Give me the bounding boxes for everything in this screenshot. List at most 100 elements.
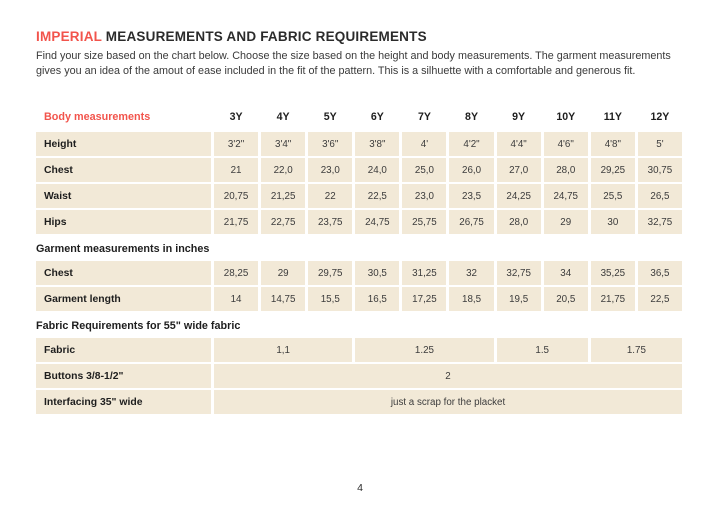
page-title-highlight: IMPERIAL [36, 29, 102, 44]
row-label: Chest [36, 158, 211, 182]
column-header-body-measurements: Body measurements [44, 111, 151, 123]
table-row: Garment length 14 14,75 15,5 16,5 17,25 18,5 19… [36, 287, 682, 311]
intro-line-1: Find your size based on the chart below.… [36, 50, 671, 62]
value-cell: 14 [214, 287, 259, 311]
table-row: Buttons 3/8-1/2" 2 [36, 364, 682, 388]
value-cell: 22,0 [261, 158, 306, 182]
value-cell: 3'6" [308, 132, 353, 156]
size-column-header: 9Y [512, 111, 526, 123]
value-cell: 15,5 [308, 287, 353, 311]
body-measurement-rows: Height 3'2" 3'4" 3'6" 3'8" 4' 4'2" 4'4" 4'6" 4'8"… [36, 132, 682, 234]
value-cell: 4'2" [449, 132, 494, 156]
table-row: Waist 20,75 21,25 22 22,5 23,0 23,5 24,25 24,75 2… [36, 184, 682, 208]
value-cell: 24,25 [496, 184, 541, 208]
value-cell: 20,5 [543, 287, 588, 311]
value-cell: 29,75 [308, 261, 353, 285]
value-cell: 23,0 [308, 158, 353, 182]
value-cell: 23,0 [402, 184, 447, 208]
value-cell: 25,5 [590, 184, 635, 208]
size-column-header: 11Y [603, 111, 622, 123]
value-cell: just a scrap for the placket [214, 390, 682, 414]
value-cell: 17,25 [402, 287, 447, 311]
value-cell: 22,5 [637, 287, 682, 311]
page-title-rest: MEASUREMENTS AND FABRIC REQUIREMENTS [101, 29, 427, 44]
value-cell: 22 [308, 184, 353, 208]
value-cell: 24,0 [355, 158, 400, 182]
value-cell: 35,25 [590, 261, 635, 285]
fabric-requirement-rows: Fabric 1,1 1.25 1.5 1.75 Buttons 3/8-1/2" 2 Int… [36, 338, 682, 414]
size-column-header: 7Y [417, 111, 431, 123]
value-cell: 21,75 [214, 210, 259, 234]
size-column-header: 4Y [276, 111, 290, 123]
size-column-header: 3Y [229, 111, 243, 123]
value-cell: 28,0 [543, 158, 588, 182]
value-cell: 31,25 [402, 261, 447, 285]
value-cell: 32,75 [496, 261, 541, 285]
value-cell: 30 [590, 210, 635, 234]
value-cell: 3'8" [355, 132, 400, 156]
value-cell: 1,1 [214, 338, 353, 362]
value-cell: 28,25 [214, 261, 259, 285]
value-cell: 24,75 [355, 210, 400, 234]
page-title: IMPERIAL MEASUREMENTS AND FABRIC REQUIRE… [36, 29, 684, 44]
value-cell: 32,75 [637, 210, 682, 234]
value-cell: 21,25 [261, 184, 306, 208]
value-cell: 1.5 [496, 338, 588, 362]
page-number: 4 [357, 482, 363, 494]
table-row: Chest 28,25 29 29,75 30,5 31,25 32 32,75 34 35,25… [36, 261, 682, 285]
section-title-fabric-requirements: Fabric Requirements for 55" wide fabric [36, 319, 241, 332]
value-cell: 36,5 [637, 261, 682, 285]
value-cell: 4' [402, 132, 447, 156]
value-cell: 29,25 [590, 158, 635, 182]
row-label: Height [36, 132, 211, 156]
table-header-row: Body measurements 3Y 4Y 5Y 6Y 7Y 8Y 9Y 10Y 11Y 12… [36, 106, 682, 128]
value-cell: 1.75 [590, 338, 682, 362]
row-label: Fabric [36, 338, 211, 362]
table-row: Interfacing 35" wide just a scrap for the… [36, 390, 682, 414]
value-cell: 4'6" [543, 132, 588, 156]
value-cell: 23,5 [449, 184, 494, 208]
row-label: Interfacing 35" wide [36, 390, 211, 414]
value-cell: 29 [261, 261, 306, 285]
page-content: IMPERIAL MEASUREMENTS AND FABRIC REQUIRE… [36, 29, 688, 414]
value-cell: 30,5 [355, 261, 400, 285]
row-label: Hips [36, 210, 211, 234]
value-cell: 30,75 [637, 158, 682, 182]
row-label: Chest [36, 261, 211, 285]
value-cell: 26,5 [637, 184, 682, 208]
intro-line-2: gives you an idea of the amout of ease i… [36, 65, 636, 77]
value-cell: 21 [214, 158, 259, 182]
size-column-header: 5Y [323, 111, 337, 123]
table-row: Fabric 1,1 1.25 1.5 1.75 [36, 338, 682, 362]
value-cell: 2 [214, 364, 682, 388]
value-cell: 21,75 [590, 287, 635, 311]
value-cell: 26,75 [449, 210, 494, 234]
row-label: Garment length [36, 287, 211, 311]
value-cell: 27,0 [496, 158, 541, 182]
size-column-header: 6Y [370, 111, 384, 123]
value-cell: 25,75 [402, 210, 447, 234]
value-cell: 22,75 [261, 210, 306, 234]
value-cell: 32 [449, 261, 494, 285]
row-label: Waist [36, 184, 211, 208]
value-cell: 1.25 [355, 338, 494, 362]
section-title-garment-measurements: Garment measurements in inches [36, 242, 210, 255]
garment-measurement-rows: Chest 28,25 29 29,75 30,5 31,25 32 32,75 34 35,25… [36, 261, 682, 311]
value-cell: 26,0 [449, 158, 494, 182]
intro-paragraph: Find your size based on the chart below.… [36, 49, 688, 79]
value-cell: 3'4" [261, 132, 306, 156]
size-column-header: 8Y [465, 111, 479, 123]
value-cell: 29 [543, 210, 588, 234]
value-cell: 25,0 [402, 158, 447, 182]
size-column-header: 12Y [650, 111, 670, 123]
table-row: Hips 21,75 22,75 23,75 24,75 25,75 26,75 28,0 29… [36, 210, 682, 234]
value-cell: 19,5 [496, 287, 541, 311]
value-cell: 20,75 [214, 184, 259, 208]
value-cell: 22,5 [355, 184, 400, 208]
table-row: Height 3'2" 3'4" 3'6" 3'8" 4' 4'2" 4'4" 4'6" 4'8"… [36, 132, 682, 156]
size-column-header: 10Y [556, 111, 576, 123]
value-cell: 16,5 [355, 287, 400, 311]
size-chart-table: Body measurements 3Y 4Y 5Y 6Y 7Y 8Y 9Y 10Y 11Y 12… [36, 106, 682, 414]
value-cell: 23,75 [308, 210, 353, 234]
